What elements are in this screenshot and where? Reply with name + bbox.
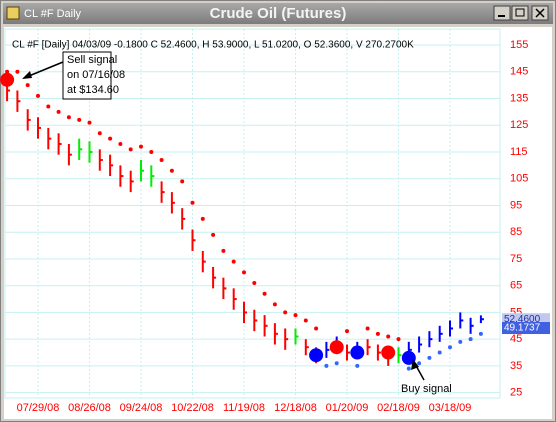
y-tick-label: 75 <box>510 253 522 265</box>
maximize-button[interactable] <box>511 5 529 21</box>
sar-dot <box>458 339 463 344</box>
sar-dot <box>5 69 10 74</box>
sar-dot <box>375 331 380 336</box>
buy-arrowhead <box>411 359 419 370</box>
sar-dot <box>211 232 216 237</box>
y-tick-label: 35 <box>510 360 522 372</box>
sell-annotation: on 07/16/08 <box>67 69 125 81</box>
sell-annotation: at $134.60 <box>67 84 119 96</box>
sar-dot <box>149 150 154 154</box>
info-line: CL #F [Daily] 04/03/09 -0.1800 C 52.4600… <box>12 40 414 51</box>
sar-dot <box>468 337 473 342</box>
y-tick-label: 25 <box>510 387 522 399</box>
sar-dot <box>324 363 329 368</box>
sar-dot <box>190 200 195 205</box>
sell-signal <box>381 345 396 360</box>
close-glyph <box>535 8 545 18</box>
sar-dot <box>396 337 401 342</box>
sar-dot <box>159 158 164 163</box>
sar-dot <box>36 93 40 98</box>
sar-dot <box>262 291 267 296</box>
sar-dot <box>15 69 20 74</box>
sar-dot <box>97 131 102 136</box>
sar-dot <box>180 179 185 184</box>
sar-dot <box>56 109 61 114</box>
y-tick-label: 155 <box>510 39 528 51</box>
price-label: 49.1737 <box>504 323 541 334</box>
sar-dot <box>242 270 246 275</box>
sar-dot <box>231 259 236 264</box>
sell-arrowhead <box>22 71 32 79</box>
sar-dot <box>118 141 123 146</box>
y-tick-label: 95 <box>510 199 522 211</box>
y-tick-label: 145 <box>510 66 528 78</box>
sar-dot <box>272 302 277 307</box>
plot-border <box>4 28 501 399</box>
window-icon <box>6 6 20 20</box>
sar-dot <box>303 318 308 323</box>
sar-dot <box>77 117 82 122</box>
sar-dot <box>406 366 411 371</box>
y-tick-label: 85 <box>510 226 522 238</box>
buy-signal <box>350 345 365 360</box>
price-label-box <box>502 322 550 335</box>
maximize-glyph <box>515 8 525 17</box>
x-tick-label: 01/20/09 <box>326 402 369 414</box>
x-tick-label: 02/18/09 <box>377 402 420 414</box>
window-title: CL #F Daily <box>24 8 82 20</box>
sar-dot <box>87 120 92 125</box>
sell-annotation-box <box>62 51 112 100</box>
sar-dot <box>386 334 391 339</box>
sar-dot <box>448 345 452 350</box>
sar-dot <box>139 144 143 149</box>
sar-dot <box>293 313 298 318</box>
x-tick-label: 03/18/09 <box>429 402 472 414</box>
sar-dot <box>314 326 319 331</box>
price-label: 52.4600 <box>504 314 541 325</box>
sar-dot <box>417 361 422 366</box>
plot: 253545556575859510511512513514515507/29/… <box>0 28 550 414</box>
x-tick-label: 10/22/08 <box>171 402 214 414</box>
sar-dot <box>437 350 442 355</box>
y-tick-label: 125 <box>510 119 528 131</box>
sar-dot <box>25 83 30 88</box>
sar-dot <box>355 363 360 368</box>
sar-dot <box>478 331 483 336</box>
sar-dot <box>252 281 257 286</box>
sar-dot <box>200 216 205 221</box>
x-tick-label: 09/24/08 <box>120 402 163 414</box>
title-bar <box>3 3 553 24</box>
sar-dot <box>66 115 71 120</box>
sar-dot <box>221 248 226 253</box>
x-tick-label: 07/29/08 <box>17 402 60 414</box>
minimize-button[interactable] <box>493 5 511 21</box>
sar-dot <box>345 329 349 334</box>
y-tick-label: 135 <box>510 92 528 104</box>
sar-dot <box>46 104 51 109</box>
x-tick-label: 12/18/08 <box>274 402 317 414</box>
sar-dot <box>283 310 288 315</box>
sar-dot <box>128 147 133 152</box>
buy-signal <box>401 350 416 365</box>
sar-dot <box>108 136 113 141</box>
y-tick-label: 115 <box>510 146 528 158</box>
sell-signal <box>329 340 344 355</box>
x-tick-label: 08/26/08 <box>68 402 111 414</box>
sell-signal <box>0 72 15 87</box>
sar-dot <box>427 355 432 360</box>
buy-annotation: Buy signal <box>401 383 452 395</box>
sar-dot <box>365 326 370 331</box>
y-tick-label: 105 <box>510 173 528 185</box>
chart-title: Crude Oil (Futures) <box>210 5 347 22</box>
y-tick-label: 65 <box>510 280 522 292</box>
sar-dot <box>169 168 174 173</box>
sell-annotation: Sell signal <box>67 54 117 66</box>
sar-dot <box>334 361 339 366</box>
window-buttons[interactable] <box>493 5 549 21</box>
buy-signal <box>309 348 324 363</box>
x-tick-label: 11/19/08 <box>223 402 265 414</box>
y-tick-label: 45 <box>510 333 522 345</box>
